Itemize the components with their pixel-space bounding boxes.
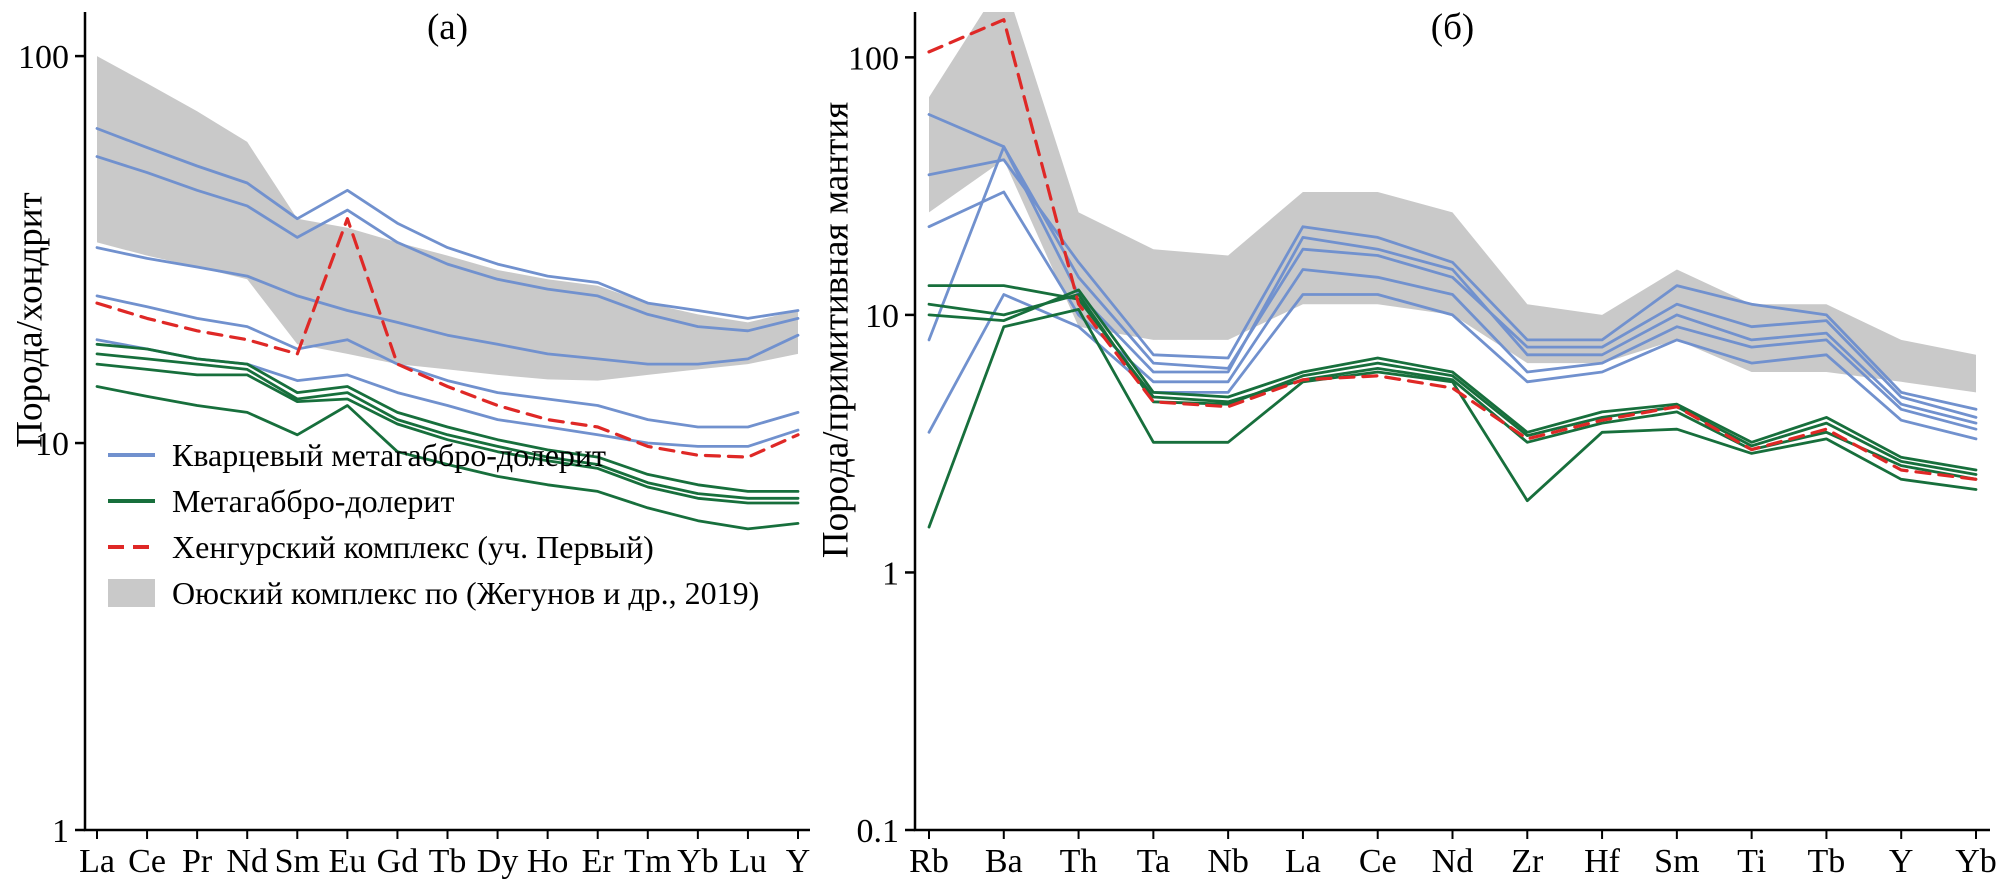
x-tick-label: Ce [128, 843, 166, 880]
y-tick-label: 10 [865, 298, 899, 335]
panel-a-series-line [95, 342, 800, 493]
y-tick-label: 100 [18, 39, 69, 76]
legend-item-label: Хенгурский комплекс (уч. Первый) [172, 528, 654, 565]
y-tick-label: 100 [848, 40, 899, 77]
x-tick-label: Yb [677, 843, 719, 880]
x-tick-label: Tb [1808, 843, 1846, 880]
x-tick-label: Ce [1359, 843, 1397, 880]
line-blue-swatch [108, 452, 155, 457]
x-tick-label: Hf [1584, 843, 1621, 880]
x-tick-label: Yb [1955, 843, 1997, 880]
x-tick-label: Sm [1654, 843, 1699, 880]
panel-a-series-line [95, 385, 800, 531]
panel-b-y-axis-label: Порода/примитивная мантия [815, 101, 857, 559]
panel-b-series-line [927, 288, 1978, 472]
legend-item-label: Кварцевый метагаббро-долерит [172, 436, 607, 473]
x-tick-label: Lu [729, 843, 767, 880]
panel-b-series-line [927, 158, 1978, 411]
x-tick-label: Rb [909, 843, 949, 880]
y-tick-label: 10 [35, 426, 69, 463]
panel-a-series-line [95, 127, 800, 320]
x-tick-label: Tb [429, 843, 467, 880]
x-tick-label: Sm [275, 843, 320, 880]
x-tick-label: Ti [1737, 843, 1766, 880]
panel-a-band [97, 56, 798, 381]
panel-b-series-line [927, 293, 1978, 441]
panel-b-band [929, 12, 1976, 393]
panel-a-series-line [95, 155, 800, 333]
x-tick-label: Zr [1511, 843, 1544, 880]
panel-b-plot-area [927, 12, 1978, 529]
x-tick-label: Eu [328, 843, 366, 880]
y-tick-label: 1 [52, 813, 69, 850]
x-tick-label: Er [582, 843, 615, 880]
x-tick-label: Pr [182, 843, 213, 880]
x-tick-label: Ta [1137, 843, 1171, 880]
panel-a-series-line [95, 294, 800, 429]
y-tick-label: 0.1 [857, 813, 900, 850]
x-tick-label: Tm [624, 843, 671, 880]
x-tick-label: Y [1889, 843, 1914, 880]
legend-item: Кварцевый метагаббро-долерит [108, 438, 759, 471]
panel-a-series-line [95, 217, 800, 459]
legend-item-label: Оюский комплекс по (Жегунов и др., 2019) [172, 574, 760, 611]
panel-a-series-line [95, 246, 800, 366]
x-tick-label: Nb [1207, 843, 1249, 880]
dash-red-swatch [108, 544, 155, 549]
x-tick-label: Ba [985, 843, 1023, 880]
panel-b-series-line [927, 308, 1978, 529]
panel-b-series-line [927, 18, 1978, 481]
panel-b-axes [913, 12, 1990, 832]
panel-a-series-line [95, 352, 800, 500]
panel-a-plot-area [95, 56, 800, 531]
x-tick-label: La [1285, 843, 1321, 880]
panel-a-y-axis-label: Порода/хондрит [9, 192, 51, 448]
panel-a-series-line [95, 362, 800, 505]
x-tick-label: Nd [1432, 843, 1474, 880]
box-gray-swatch [108, 578, 155, 607]
line-green-swatch [108, 498, 155, 503]
legend-item-label: Метагаббро-долерит [172, 482, 455, 519]
x-tick-label: Ho [527, 843, 569, 880]
legend-item: Метагаббро-долерит [108, 484, 759, 517]
panel-b-series-line [927, 293, 1978, 476]
x-tick-label: La [79, 843, 115, 880]
legend: Кварцевый метагаббро-долерит Метагаббро-д… [108, 438, 759, 609]
x-tick-label: Nd [226, 843, 268, 880]
legend-item: Оюский комплекс по (Жегунов и др., 2019) [108, 576, 759, 609]
x-tick-label: Gd [377, 843, 419, 880]
panel-a-title: (а) [426, 7, 469, 48]
y-tick-label: 1 [882, 555, 899, 592]
legend-item: Хенгурский комплекс (уч. Первый) [108, 530, 759, 563]
x-tick-label: Th [1060, 843, 1098, 880]
panel-b-series-line [927, 113, 1978, 419]
panel-b-title: (б) [1430, 7, 1475, 48]
panel-b-series-line [927, 145, 1978, 425]
x-tick-label: Dy [477, 843, 519, 880]
x-tick-label: Y [786, 843, 811, 880]
